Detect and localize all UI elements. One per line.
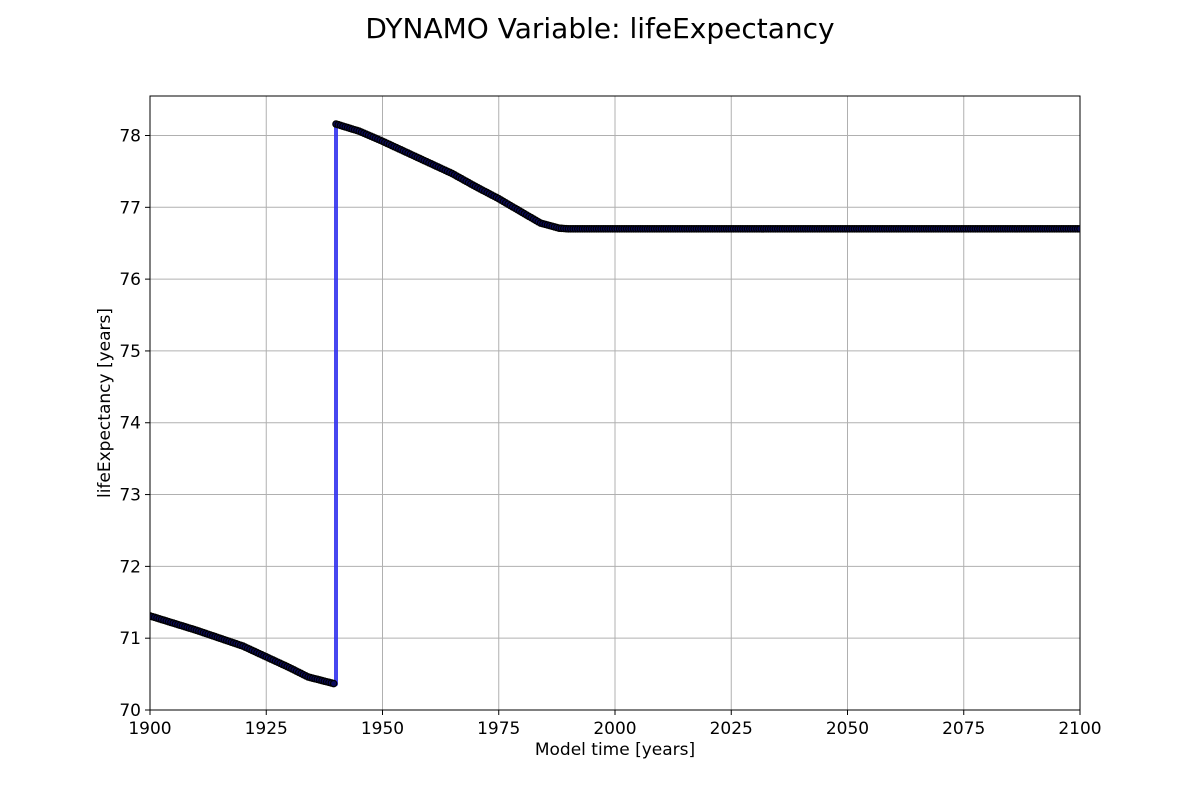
data-point	[1076, 225, 1080, 233]
data-point	[329, 679, 338, 688]
x-tick-label: 2100	[1058, 719, 1101, 739]
y-tick-label: 76	[119, 270, 141, 290]
chart-title: DYNAMO Variable: lifeExpectancy	[365, 12, 834, 45]
x-tick-label: 2050	[826, 719, 869, 739]
x-axis-label: Model time [years]	[535, 740, 695, 760]
y-tick-label: 75	[119, 342, 141, 362]
y-tick-label: 73	[119, 486, 141, 506]
y-tick-label: 77	[119, 198, 141, 218]
y-tick-label: 78	[119, 126, 141, 146]
x-tick-label: 1900	[128, 719, 171, 739]
y-tick-label: 71	[119, 629, 141, 649]
y-tick-label: 70	[119, 701, 141, 721]
x-tick-label: 2000	[593, 719, 636, 739]
x-tick-label: 2075	[942, 719, 985, 739]
x-tick-label: 1975	[477, 719, 520, 739]
grid	[149, 96, 1081, 711]
x-tick-label: 1950	[361, 719, 404, 739]
y-tick-label: 74	[119, 414, 141, 434]
series-layer	[150, 120, 1080, 688]
x-tick-label: 1925	[245, 719, 288, 739]
x-tick-label: 2025	[710, 719, 753, 739]
axis-ticks: 1900 1925 1950 1975 2000 2025 2050 2075 2100 70 71…	[119, 126, 1101, 739]
y-axis-label: lifeExpectancy [years]	[95, 308, 115, 498]
y-tick-label: 72	[119, 557, 141, 577]
